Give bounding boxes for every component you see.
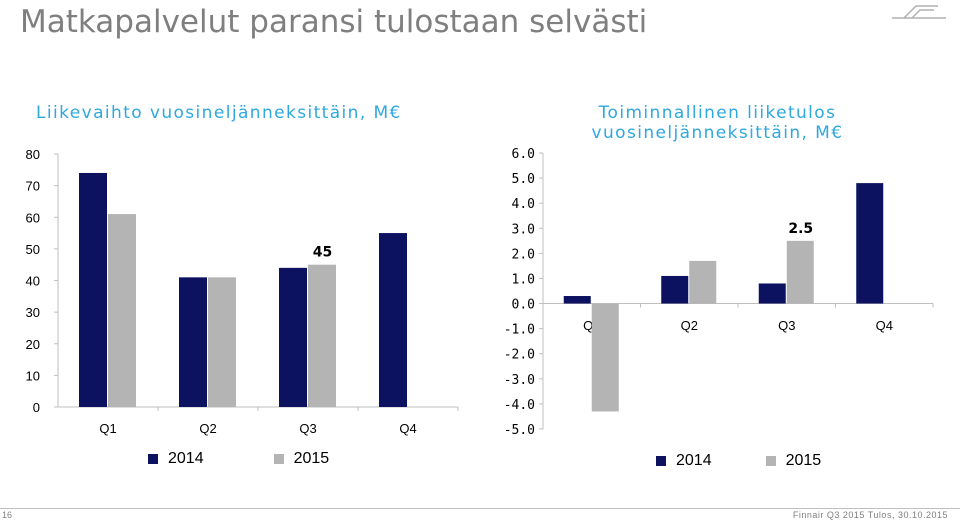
footer-divider (0, 508, 960, 509)
bar-2014-Q3 (758, 283, 786, 304)
bar-2015-Q1 (108, 214, 136, 407)
bar-2014-Q2 (179, 277, 207, 407)
revenue-legend: 2014 2015 (148, 450, 329, 468)
bar-2014-Q2 (661, 275, 689, 304)
y-tick-label: 1.0 (512, 272, 535, 287)
y-tick-label: 3.0 (512, 222, 535, 237)
footer-text: Finnair Q3 2015 Tulos, 30.10.2015 (792, 510, 948, 520)
bar-2014-Q3 (279, 267, 307, 407)
bar-2014-Q4 (856, 183, 884, 304)
y-tick-label: 50 (26, 242, 40, 257)
y-tick-label: 0.0 (512, 298, 535, 313)
y-tick-label: -3.0 (504, 373, 535, 388)
x-tick-label: Q4 (399, 421, 416, 436)
data-label: 45 (313, 245, 332, 261)
y-tick-label: 6.0 (512, 147, 535, 162)
x-tick-label: Q3 (299, 421, 316, 436)
legend-swatch-2014 (656, 456, 666, 466)
legend-item-2014: 2014 (656, 452, 712, 470)
legend-item-2015: 2015 (273, 450, 330, 468)
legend-item-2015: 2015 (765, 452, 822, 470)
legend-swatch-2014 (148, 454, 158, 464)
legend-label-2014: 2014 (168, 450, 204, 467)
revenue-chart-title: Liikevaihto vuosineljänneksittäin, M€ (36, 103, 402, 123)
y-tick-label: -5.0 (504, 423, 535, 438)
ebit-chart-title: Toiminnallinen liiketulos vuosineljännek… (591, 103, 844, 143)
y-tick-label: 5.0 (512, 172, 535, 187)
bar-2015-Q3 (308, 264, 336, 407)
y-tick-label: 70 (26, 179, 40, 194)
y-tick-label: -1.0 (504, 323, 535, 338)
y-tick-label: 80 (26, 147, 40, 162)
x-tick-label: Q2 (199, 421, 216, 436)
legend-label-2014: 2014 (676, 452, 712, 469)
bar-2014-Q1 (79, 172, 107, 407)
legend-swatch-2015 (765, 456, 776, 466)
bar-2015-Q1 (591, 303, 619, 412)
legend-item-2014: 2014 (148, 450, 204, 468)
legend-label-2015: 2015 (785, 452, 822, 469)
slide-title: Matkapalvelut paransi tulostaan selvästi (20, 4, 648, 40)
bar-2015-Q2 (208, 277, 236, 407)
x-tick-label: Q4 (876, 318, 893, 333)
y-tick-label: 20 (26, 337, 40, 352)
bar-2014-Q1 (563, 296, 591, 304)
x-tick-label: Q2 (681, 318, 698, 333)
x-tick-label: Q1 (99, 421, 116, 436)
bar-2015-Q2 (689, 260, 717, 304)
y-tick-label: 40 (26, 274, 40, 289)
data-label: 2.5 (788, 221, 813, 237)
y-tick-label: -2.0 (504, 348, 535, 363)
x-tick-label: Q3 (778, 318, 795, 333)
y-tick-label: 60 (26, 210, 40, 225)
y-tick-label: 30 (26, 305, 40, 320)
bar-2015-Q3 (786, 240, 814, 304)
page-number: 16 (2, 510, 13, 520)
finnair-logo-icon (892, 5, 946, 19)
bar-2014-Q4 (379, 233, 407, 407)
legend-swatch-2015 (273, 454, 284, 464)
y-tick-label: -4.0 (504, 398, 535, 413)
y-tick-label: 0 (33, 400, 40, 415)
y-tick-label: 4.0 (512, 197, 535, 212)
ebit-legend: 2014 2015 (656, 452, 821, 470)
y-tick-label: 10 (26, 368, 40, 383)
legend-label-2015: 2015 (293, 450, 330, 467)
y-tick-label: 2.0 (512, 247, 535, 262)
